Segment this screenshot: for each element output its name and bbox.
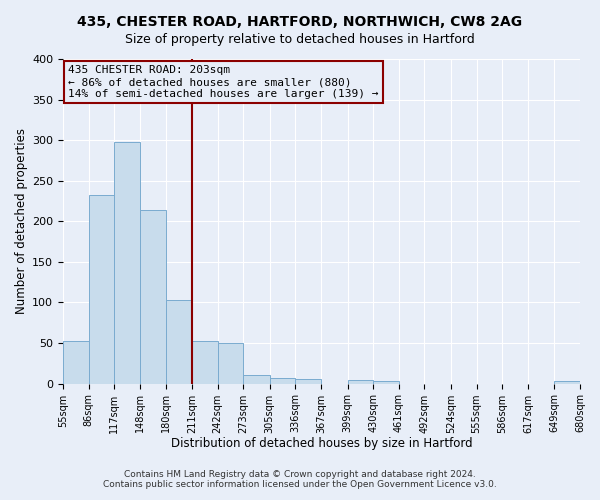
Bar (347, 380, 373, 384)
Bar (554, 381, 580, 384)
Bar (63, 340, 89, 384)
Bar (192, 342, 218, 384)
Bar (89, 194, 114, 384)
Bar (166, 300, 192, 384)
Bar (218, 343, 244, 384)
Y-axis label: Number of detached properties: Number of detached properties (15, 128, 28, 314)
Bar (244, 376, 270, 384)
Bar (270, 378, 295, 384)
Bar (373, 381, 399, 384)
Text: Size of property relative to detached houses in Hartford: Size of property relative to detached ho… (125, 32, 475, 46)
Bar (114, 142, 140, 384)
Text: 435, CHESTER ROAD, HARTFORD, NORTHWICH, CW8 2AG: 435, CHESTER ROAD, HARTFORD, NORTHWICH, … (77, 15, 523, 29)
Bar (140, 210, 166, 384)
Bar (295, 378, 321, 384)
Text: 435 CHESTER ROAD: 203sqm
← 86% of detached houses are smaller (880)
14% of semi-: 435 CHESTER ROAD: 203sqm ← 86% of detach… (68, 66, 379, 98)
X-axis label: Distribution of detached houses by size in Hartford: Distribution of detached houses by size … (170, 437, 472, 450)
Text: Contains HM Land Registry data © Crown copyright and database right 2024.
Contai: Contains HM Land Registry data © Crown c… (103, 470, 497, 489)
